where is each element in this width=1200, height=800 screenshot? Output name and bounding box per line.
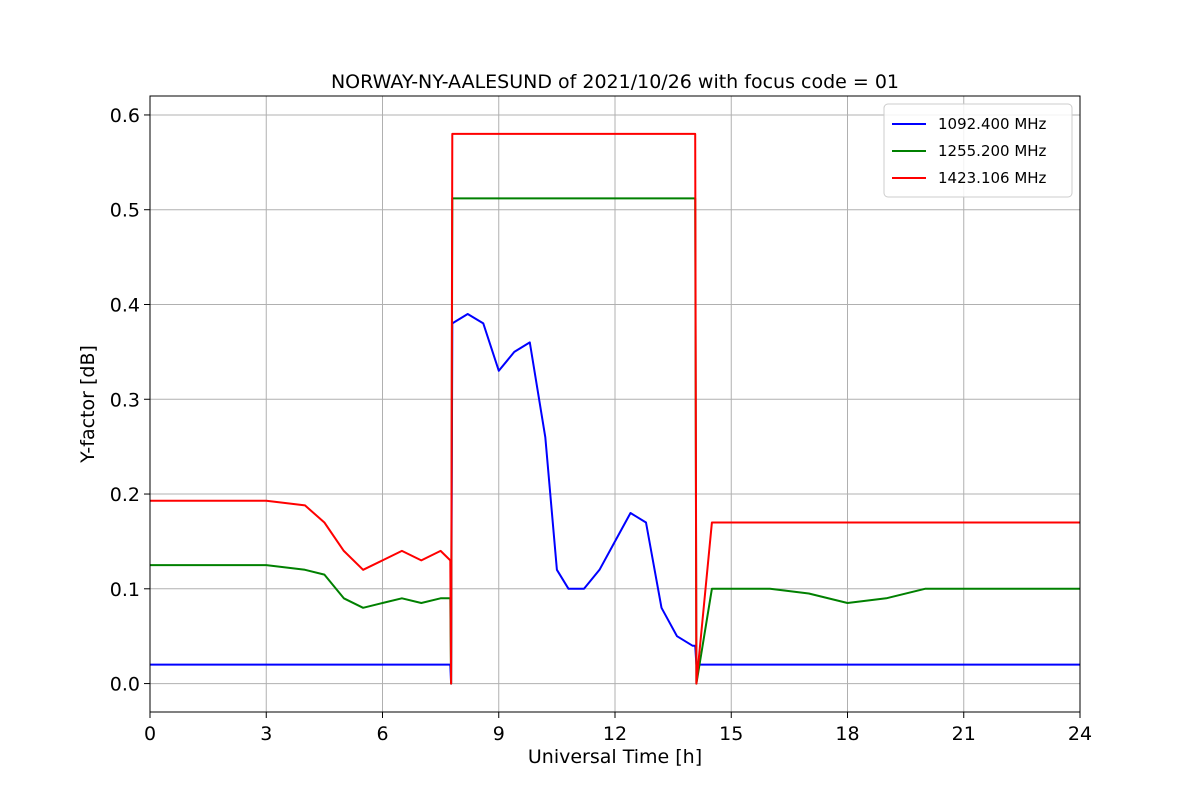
x-tick-label: 21: [952, 723, 976, 745]
x-tick-label: 0: [144, 723, 156, 745]
y-tick-label: 0.6: [110, 105, 140, 127]
y-tick-label: 0.3: [110, 389, 140, 411]
x-axis: 0 3 6 9 12 15 18 21 24: [144, 712, 1092, 745]
x-tick-label: 15: [719, 723, 743, 745]
y-tick-label: 0.4: [110, 294, 140, 316]
legend: 1092.400 MHz 1255.200 MHz 1423.106 MHz: [883, 103, 1073, 198]
x-tick-label: 3: [260, 723, 272, 745]
series-layer: [150, 132, 1080, 685]
y-axis: 0.0 0.1 0.2 0.3 0.4 0.5 0.6: [110, 105, 150, 696]
series-line-2: [150, 197, 1080, 685]
x-tick-label: 18: [835, 723, 859, 745]
y-tick-label: 0.2: [110, 484, 140, 506]
x-axis-label: Universal Time [h]: [528, 746, 702, 768]
series-line-3: [150, 132, 1080, 685]
x-tick-label: 6: [376, 723, 388, 745]
x-tick-label: 24: [1068, 723, 1092, 745]
y-axis-label: Y-factor [dB]: [77, 345, 99, 464]
y-tick-label: 0.1: [110, 579, 140, 601]
x-tick-label: 12: [603, 723, 627, 745]
legend-label: 1255.200 MHz: [938, 142, 1047, 160]
legend-label: 1423.106 MHz: [938, 169, 1047, 187]
chart-title: NORWAY-NY-AALESUND of 2021/10/26 with fo…: [331, 71, 899, 93]
x-tick-label: 9: [493, 723, 505, 745]
legend-box: [883, 103, 1073, 198]
series-line-1: [150, 313, 1080, 685]
y-tick-label: 0.5: [110, 200, 140, 222]
legend-label: 1092.400 MHz: [938, 115, 1047, 133]
y-tick-label: 0.0: [110, 674, 140, 696]
